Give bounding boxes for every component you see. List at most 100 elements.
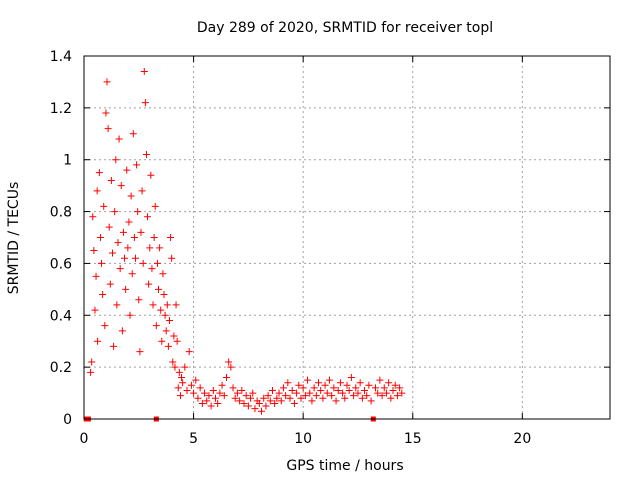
data-point [299,384,307,392]
x-tick-label: 10 [294,431,312,447]
data-point [214,399,222,407]
y-tick-label: 1 [63,153,72,169]
data-point [124,244,132,252]
data-point [295,381,303,389]
data-point [358,394,366,402]
data-point [113,301,121,309]
data-point [341,394,349,402]
data-point [317,386,325,394]
data-point [225,358,233,366]
data-point [104,125,112,133]
data-point [129,130,137,138]
data-point [374,389,382,397]
data-point [212,394,219,402]
data-point [325,376,333,384]
data-point [382,389,390,397]
data-point [207,402,215,410]
data-point [168,254,176,262]
data-point [149,301,157,309]
data-point [98,259,106,267]
data-point [162,327,170,335]
data-point [103,78,111,86]
data-point [365,381,373,389]
y-tick-label: 1.2 [50,101,72,117]
data-point [126,311,134,319]
data-point [209,386,217,394]
data-point [145,280,153,288]
data-point [163,301,171,309]
data-point [304,376,312,384]
y-tick-label: 1.4 [50,49,72,65]
data-point [356,379,364,387]
data-point [354,389,362,397]
data-point [231,394,239,402]
data-point [115,135,123,143]
data-point [107,176,115,184]
grid-lines [84,56,610,419]
data-point [398,389,406,397]
x-tick-label: 20 [513,431,531,447]
data-point [297,394,305,402]
data-point [387,394,395,402]
data-point [174,384,182,392]
data-point [175,368,183,376]
data-point [122,285,130,293]
data-point [196,384,204,392]
data-point [347,374,355,382]
chart-title: Day 289 of 2020, SRMTID for receiver top… [197,20,493,36]
data-point [288,386,296,394]
data-point [144,213,152,221]
data-point [389,386,397,394]
data-point [140,68,148,76]
data-point [236,397,244,405]
data-point [119,228,127,236]
plot-frame [83,55,611,420]
data-point [371,384,379,392]
data-point [134,208,142,216]
data-point [176,392,184,400]
data-point [319,394,327,402]
data-point [105,223,113,231]
data-point [275,389,283,397]
data-point [116,265,124,273]
data-point [201,389,209,397]
data-point [361,386,369,394]
data-point [150,234,158,241]
data-point [339,389,347,397]
data-point [142,151,150,159]
data-point [301,392,309,400]
data-point [233,389,241,397]
data-point [227,363,235,371]
data-point [380,384,388,392]
data-point [158,337,166,345]
data-point [156,244,164,252]
data-point [172,301,180,309]
data-point [336,379,344,387]
data-point [167,234,175,241]
x-tick-label: 0 [80,431,89,447]
data-point [91,306,99,314]
data-point [117,182,125,190]
data-point [350,392,358,400]
data-point [321,381,329,389]
data-point [330,384,338,392]
data-point [183,386,191,394]
data-point [127,192,135,200]
data-point [277,397,285,405]
data-point [343,381,351,389]
data-point [255,399,263,407]
data-point [92,272,100,280]
data-point [203,397,211,405]
data-point [205,392,213,400]
data-point [94,337,102,345]
data-point [345,386,353,394]
data-point [238,386,246,394]
data-point [153,259,161,267]
data-point [118,327,126,335]
y-tick-label: 0.2 [50,360,72,376]
data-point [151,202,159,210]
data-point [260,394,268,402]
data-point [352,384,360,392]
data-point [286,394,294,402]
data-point [128,270,136,278]
